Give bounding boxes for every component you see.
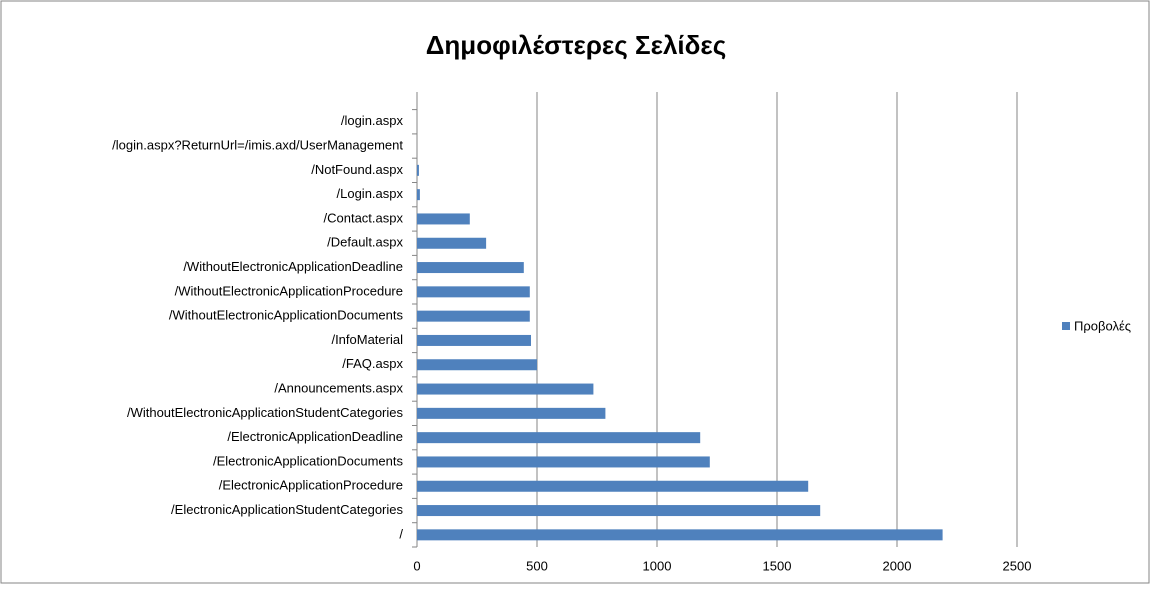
bar (417, 164, 419, 176)
x-tick-label: 2500 (1003, 558, 1032, 573)
y-tick-label: /Default.aspx (327, 235, 403, 250)
bar (417, 359, 537, 371)
x-tick-label: 2000 (883, 558, 912, 573)
y-tick-label: /WithoutElectronicApplicationDeadline (183, 259, 403, 274)
y-tick-label: /ElectronicApplicationProcedure (219, 478, 403, 493)
x-tick-label: 0 (413, 558, 420, 573)
bar (417, 505, 821, 517)
y-tick-label: /WithoutElectronicApplicationDocuments (169, 308, 404, 323)
x-tick-label: 500 (526, 558, 548, 573)
y-tick-label: /InfoMaterial (331, 332, 403, 347)
y-tick-label: /login.aspx (341, 113, 404, 128)
bar (417, 310, 530, 322)
y-tick-label: / (399, 526, 403, 541)
bar (417, 189, 420, 201)
y-tick-label: /WithoutElectronicApplicationProcedure (175, 283, 403, 298)
y-tick-label: /ElectronicApplicationDeadline (227, 429, 403, 444)
bar (417, 456, 710, 468)
y-tick-label: /Contact.aspx (324, 210, 404, 225)
y-tick-label: /Announcements.aspx (274, 380, 403, 395)
bar (417, 480, 809, 492)
bar (417, 237, 487, 249)
y-tick-label: /WithoutElectronicApplicationStudentCate… (127, 405, 404, 420)
legend-swatch (1062, 322, 1070, 330)
bar (417, 213, 470, 225)
bar (417, 262, 524, 274)
y-tick-label: /NotFound.aspx (311, 162, 403, 177)
x-tick-label: 1500 (763, 558, 792, 573)
bar (417, 334, 531, 346)
legend-label: Προβολές (1074, 318, 1131, 333)
x-tick-label: 1000 (643, 558, 672, 573)
y-tick-label: /Login.aspx (337, 186, 404, 201)
bar (417, 383, 594, 395)
y-tick-label: /ElectronicApplicationStudentCategories (171, 502, 403, 517)
y-tick-label: /login.aspx?ReturnUrl=/imis.axd/UserMana… (112, 137, 403, 152)
bar (417, 432, 701, 444)
bar (417, 286, 530, 298)
y-tick-label: /ElectronicApplicationDocuments (213, 453, 404, 468)
y-tick-label: /FAQ.aspx (342, 356, 403, 371)
bar (417, 407, 606, 419)
bar (417, 529, 943, 541)
chart-title: Δημοφιλέστερες Σελίδες (426, 30, 727, 60)
